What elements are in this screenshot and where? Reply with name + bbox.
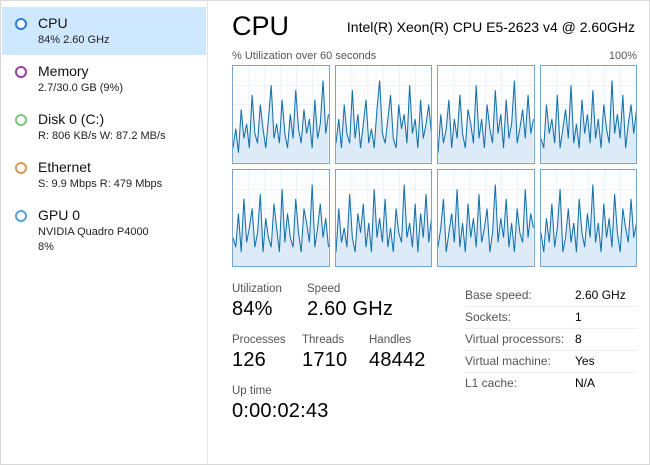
stat-value: 1710 <box>302 349 348 371</box>
stat-label: Processes <box>232 334 286 346</box>
core-graph-1[interactable] <box>334 65 432 164</box>
stat-value: 0:00:02:43 <box>232 400 329 422</box>
performance-sidebar: CPU 84% 2.60 GHz Memory 2.7/30.0 GB (9%)… <box>1 1 208 464</box>
sidebar-item-title: Memory <box>38 63 89 79</box>
sidebar-item-text: Memory 2.7/30.0 GB (9%) <box>38 63 123 95</box>
detail-value: 1 <box>575 310 582 324</box>
sidebar-item-title: Ethernet <box>38 159 91 175</box>
sidebar-item-text: GPU 0 NVIDIA Quadro P4000 8% <box>38 207 149 254</box>
sidebar-item-subtitle: NVIDIA Quadro P4000 <box>38 226 149 238</box>
sidebar-item-subtitle: S: 9.9 Mbps R: 479 Mbps <box>38 178 163 190</box>
memory-icon <box>15 66 27 78</box>
detail-label: L1 cache: <box>465 376 518 390</box>
detail-virtual-processors: Virtual processors: 8 <box>465 329 637 351</box>
stat-value: 126 <box>232 349 266 371</box>
per-core-utilization-grid <box>232 65 637 267</box>
stat-speed: Speed 2.60 GHz <box>307 283 393 321</box>
cpu-detail-panel: CPU Intel(R) Xeon(R) CPU E5-2623 v4 @ 2.… <box>208 1 649 464</box>
stat-utilization: Utilization 84% <box>232 283 307 321</box>
detail-label: Sockets: <box>465 310 512 324</box>
sidebar-item-title: Disk 0 (C:) <box>38 111 105 127</box>
stat-label: Utilization <box>232 283 282 295</box>
stat-label: Up time <box>232 385 272 397</box>
core-graph-7[interactable] <box>539 168 637 267</box>
cpu-model-name: Intel(R) Xeon(R) CPU E5-2623 v4 @ 2.60GH… <box>346 18 635 35</box>
core-graph-6[interactable] <box>437 168 535 267</box>
core-graph-4[interactable] <box>232 168 330 267</box>
stat-label: Handles <box>369 334 412 346</box>
stat-label: Threads <box>302 334 345 346</box>
detail-value: N/A <box>575 376 596 390</box>
sidebar-item-subtitle: 84% 2.60 GHz <box>38 34 110 46</box>
detail-label: Base speed: <box>465 288 532 302</box>
detail-l1-cache: L1 cache: N/A <box>465 373 637 394</box>
core-graph-0[interactable] <box>232 65 330 164</box>
chart-axis-label: % Utilization over 60 seconds <box>232 50 377 62</box>
gpu-icon <box>15 210 27 222</box>
sidebar-item-subtitle: R: 806 KB/s W: 87.2 MB/s <box>38 130 166 142</box>
sidebar-item-subtitle2: 8% <box>38 241 54 253</box>
sidebar-item-memory[interactable]: Memory 2.7/30.0 GB (9%) <box>2 55 206 103</box>
chart-header: % Utilization over 60 seconds 100% <box>232 50 637 62</box>
detail-label: Virtual machine: <box>465 354 551 368</box>
cpu-stats: Utilization 84% Speed 2.60 GHz Processes… <box>232 283 637 464</box>
core-graph-2[interactable] <box>437 65 535 164</box>
chart-max-label: 100% <box>608 50 637 62</box>
detail-virtual-machine: Virtual machine: Yes <box>465 351 637 373</box>
detail-sockets: Sockets: 1 <box>465 307 637 329</box>
detail-value: 8 <box>575 332 582 346</box>
stat-value: 2.60 GHz <box>307 298 394 320</box>
detail-label: Virtual processors: <box>465 332 565 346</box>
sidebar-item-cpu[interactable]: CPU 84% 2.60 GHz <box>2 7 206 55</box>
sidebar-item-title: CPU <box>38 15 68 31</box>
detail-value: 2.60 GHz <box>575 288 626 302</box>
sidebar-item-text: Ethernet S: 9.9 Mbps R: 479 Mbps <box>38 159 162 191</box>
sidebar-item-text: Disk 0 (C:) R: 806 KB/s W: 87.2 MB/s <box>38 111 166 143</box>
cpu-icon <box>15 18 27 30</box>
disk-icon <box>15 114 27 126</box>
stat-uptime: Up time 0:00:02:43 <box>232 385 329 423</box>
stat-value: 84% <box>232 298 273 320</box>
sidebar-item-ethernet[interactable]: Ethernet S: 9.9 Mbps R: 479 Mbps <box>2 151 206 199</box>
sidebar-item-disk[interactable]: Disk 0 (C:) R: 806 KB/s W: 87.2 MB/s <box>2 103 206 151</box>
stat-handles: Handles 48442 <box>369 334 426 372</box>
stat-threads: Threads 1710 <box>302 334 369 372</box>
sidebar-item-text: CPU 84% 2.60 GHz <box>38 15 110 47</box>
sidebar-item-gpu[interactable]: GPU 0 NVIDIA Quadro P4000 8% <box>2 199 206 262</box>
stat-value: 48442 <box>369 349 426 371</box>
cpu-stats-left: Utilization 84% Speed 2.60 GHz Processes… <box>232 283 435 464</box>
core-graph-5[interactable] <box>334 168 432 267</box>
page-title: CPU <box>232 11 290 41</box>
detail-base-speed: Base speed: 2.60 GHz <box>465 285 637 307</box>
stat-label: Speed <box>307 283 341 295</box>
detail-value: Yes <box>575 354 595 368</box>
cpu-spec-details: Base speed: 2.60 GHz Sockets: 1 Virtual … <box>465 285 637 464</box>
sidebar-item-subtitle: 2.7/30.0 GB (9%) <box>38 82 123 94</box>
core-graph-3[interactable] <box>539 65 637 164</box>
cpu-header: CPU Intel(R) Xeon(R) CPU E5-2623 v4 @ 2.… <box>232 11 637 42</box>
stat-processes: Processes 126 <box>232 334 302 372</box>
ethernet-icon <box>15 162 27 174</box>
sidebar-item-title: GPU 0 <box>38 207 81 223</box>
